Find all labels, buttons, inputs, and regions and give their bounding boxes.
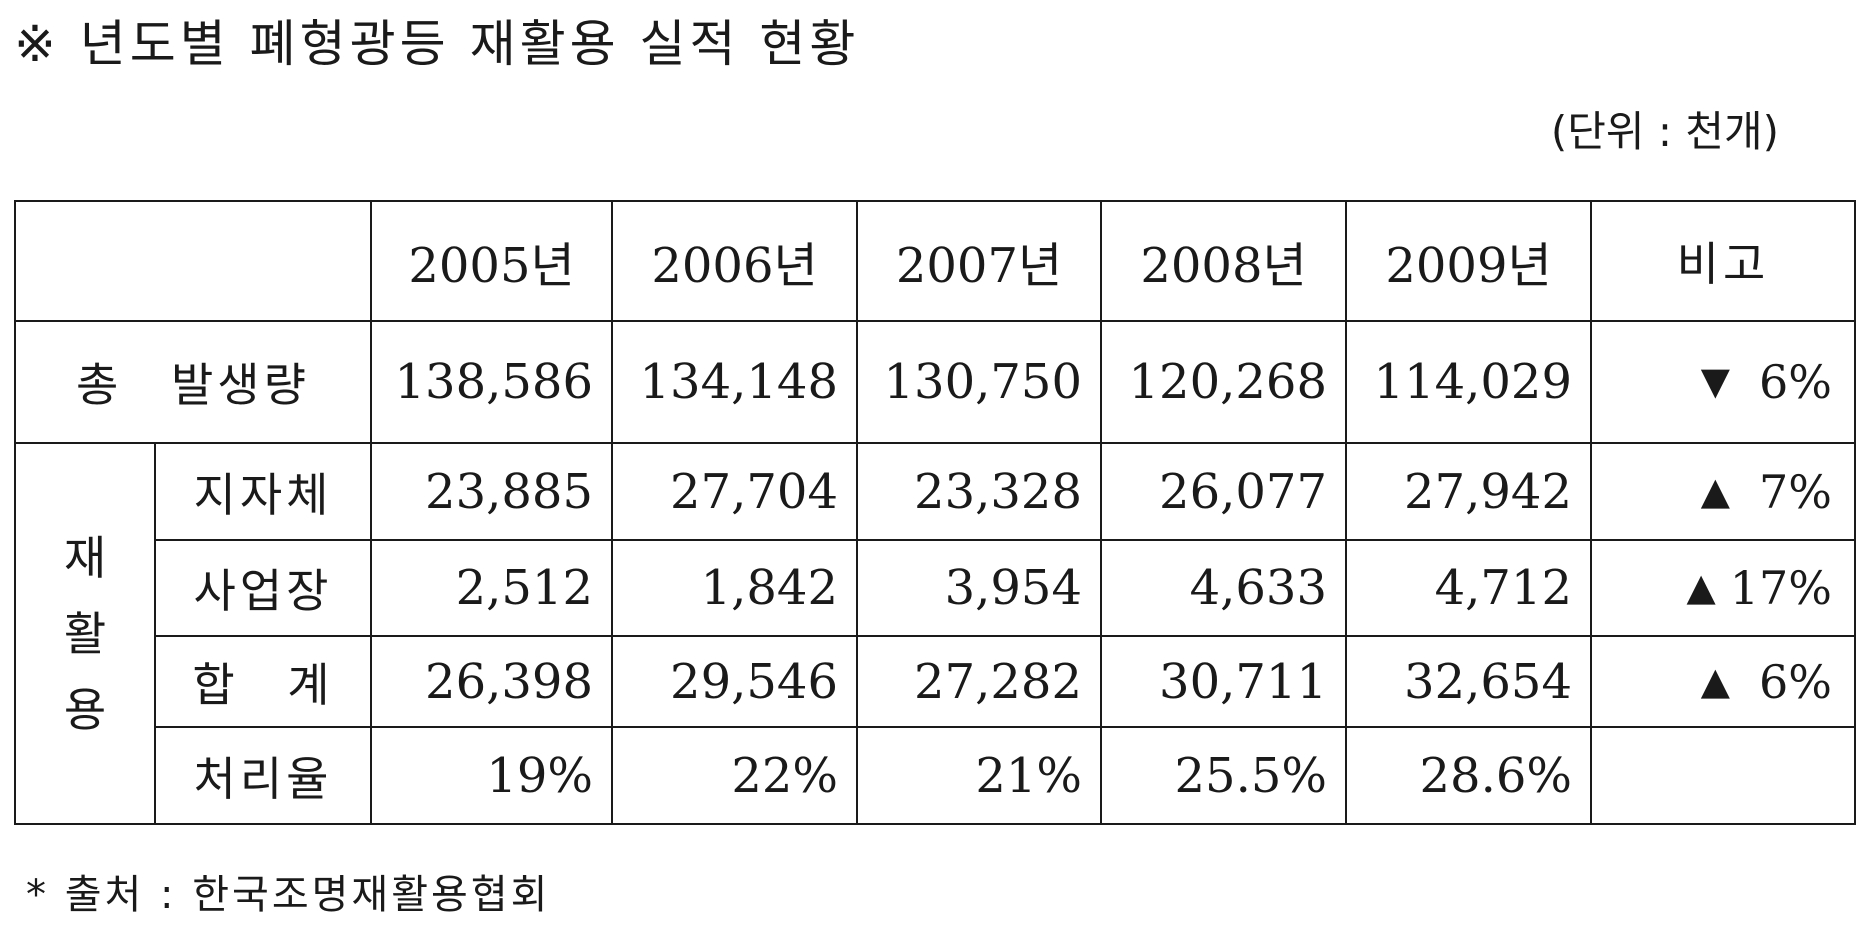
up-triangle-icon: ▲ [1686, 565, 1716, 609]
table-cell: 26,077 [1100, 442, 1347, 541]
table-cell: 22% [611, 726, 858, 825]
total-row: 총 발생량 138,586 134,148 130,750 120,268 11… [14, 320, 1856, 444]
source-note: * 출처 : 한국조명재활용협회 [26, 872, 551, 918]
total-value-2006: 134,148 [611, 320, 858, 444]
row-label-sum: 합 계 [154, 635, 372, 728]
table-cell: 3,954 [856, 539, 1102, 637]
recycle-group-char: 활 [63, 606, 107, 661]
header-year-2006: 2006년 [611, 200, 858, 322]
header-year-2005: 2005년 [370, 200, 613, 322]
up-triangle-icon: ▲ [1700, 468, 1730, 513]
total-value-2009: 114,029 [1345, 320, 1592, 444]
row-label-rate: 처리율 [154, 726, 372, 825]
table-row: 사업장 2,512 1,842 3,954 4,633 4,712 ▲ 17% [15, 539, 1856, 637]
table-cell: 26,398 [370, 635, 613, 728]
recycle-group-char: 재 [63, 530, 107, 585]
table-cell: 21% [856, 726, 1102, 825]
note-cell: ▲ 6% [1590, 635, 1856, 728]
header-corner-cell [14, 200, 372, 322]
note-value: 6% [1759, 654, 1832, 709]
total-value-2007: 130,750 [856, 320, 1102, 444]
recycle-group-label: 재 활 용 [14, 442, 156, 825]
table-cell: 28.6% [1345, 726, 1592, 825]
header-year-2008: 2008년 [1100, 200, 1347, 322]
note-cell [1590, 726, 1856, 825]
table-cell: 4,712 [1345, 539, 1592, 637]
table-cell: 2,512 [370, 539, 613, 637]
table-cell: 19% [370, 726, 613, 825]
recycle-group-char: 용 [63, 682, 107, 737]
table-cell: 27,942 [1345, 442, 1592, 541]
table-row: 합 계 26,398 29,546 27,282 30,711 32,654 ▲… [15, 635, 1856, 728]
page-title: ※ 년도별 폐형광등 재활용 실적 현황 [14, 15, 860, 73]
table-cell: 27,704 [611, 442, 858, 541]
header-year-2009: 2009년 [1345, 200, 1592, 322]
total-note-value: 6% [1759, 355, 1832, 409]
header-year-2007: 2007년 [856, 200, 1102, 322]
header-row: 2005년 2006년 2007년 2008년 2009년 비고 [14, 200, 1856, 322]
total-value-2005: 138,586 [370, 320, 613, 444]
total-label-text: 총 발생량 [76, 358, 310, 412]
table-cell: 27,282 [856, 635, 1102, 728]
total-note: ▼ 6% [1590, 320, 1856, 444]
unit-label: (단위 : 천개) [1550, 107, 1779, 156]
table-cell: 1,842 [611, 539, 858, 637]
total-label: 총 발생량 [14, 320, 372, 444]
table-cell: 30,711 [1100, 635, 1347, 728]
note-cell: ▲ 7% [1590, 442, 1856, 541]
note-value: 7% [1759, 464, 1832, 519]
table-row: 재 활 용 지자체 23,885 27,704 23,328 26,077 27… [14, 442, 1856, 825]
recycling-table: 2005년 2006년 2007년 2008년 2009년 비고 총 발생량 1… [14, 200, 1856, 825]
table-cell: 23,885 [370, 442, 613, 541]
table-cell: 23,328 [856, 442, 1102, 541]
total-value-2008: 120,268 [1100, 320, 1347, 444]
down-triangle-icon: ▼ [1700, 359, 1730, 403]
row-label-sum-text: 합 계 [192, 657, 334, 712]
row-label-business: 사업장 [154, 539, 372, 637]
note-value: 17% [1729, 561, 1832, 615]
table-cell: 29,546 [611, 635, 858, 728]
note-cell: ▲ 17% [1590, 539, 1856, 637]
up-triangle-icon: ▲ [1700, 658, 1730, 703]
table-row: 처리율 19% 22% 21% 25.5% 28.6% [15, 726, 1856, 825]
table-cell: 25.5% [1100, 726, 1347, 825]
header-note: 비고 [1590, 200, 1856, 322]
table-cell: 32,654 [1345, 635, 1592, 728]
table-cell: 4,633 [1100, 539, 1347, 637]
row-label-local-gov: 지자체 [154, 442, 372, 541]
